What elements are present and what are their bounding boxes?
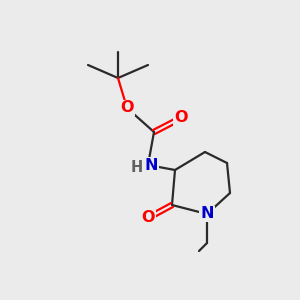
Text: O: O — [120, 100, 134, 116]
Text: N: N — [200, 206, 214, 221]
Text: O: O — [141, 211, 155, 226]
Text: H: H — [131, 160, 143, 175]
Text: N: N — [144, 158, 158, 172]
Text: O: O — [174, 110, 188, 125]
